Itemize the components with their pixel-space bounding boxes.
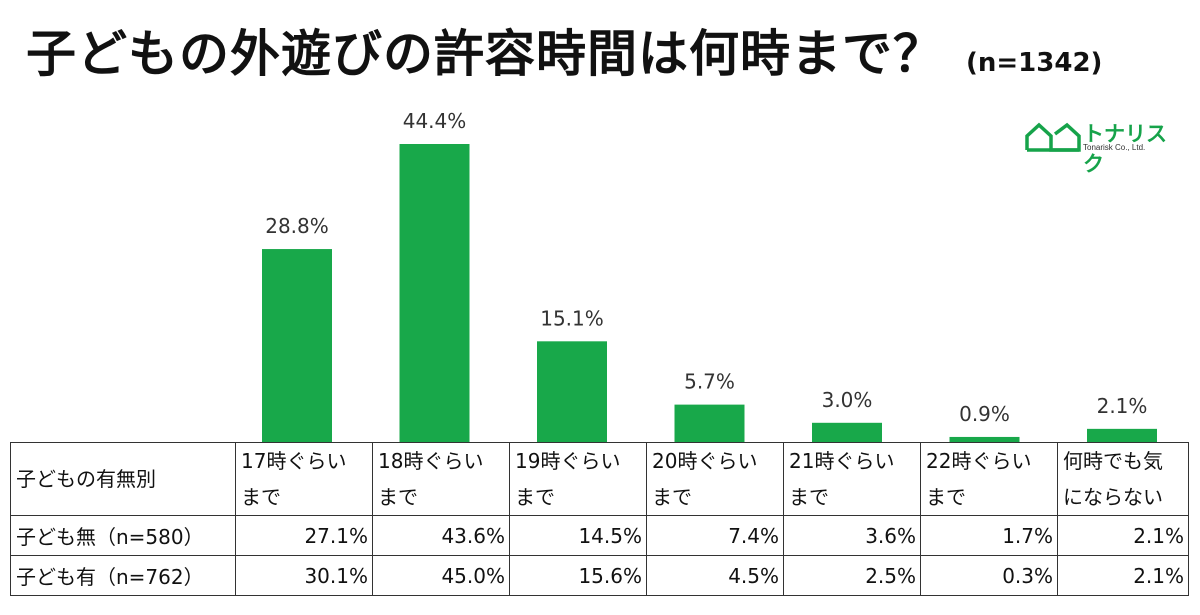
- table-col-header: 17時ぐらい まで: [235, 442, 373, 516]
- table-cell: 30.1%: [235, 555, 373, 596]
- col-header-line: まで: [378, 485, 418, 509]
- table-col-header: 20時ぐらい まで: [646, 442, 784, 516]
- col-header-line: まで: [241, 485, 281, 509]
- col-header-line: 18時ぐらい: [378, 449, 484, 473]
- table-row: 子ども無（n=580） 27.1% 43.6% 14.5% 7.4% 3.6% …: [10, 515, 1189, 556]
- table-cell: 14.5%: [509, 515, 647, 556]
- bar-value-label: 15.1%: [540, 306, 604, 330]
- table-cell: 2.1%: [1057, 555, 1189, 596]
- sample-size: (n=1342): [966, 48, 1103, 78]
- table-col-header: 19時ぐらい まで: [509, 442, 647, 516]
- col-header-line: 何時でも気: [1063, 449, 1163, 473]
- row-label: 子ども無（n=580）: [10, 515, 236, 556]
- col-header-line: 20時ぐらい: [652, 449, 758, 473]
- bar-value-label: 44.4%: [403, 109, 467, 133]
- col-header-line: にならない: [1063, 485, 1163, 509]
- company-logo: トナリスク Tonarisk Co., Ltd.: [1025, 118, 1175, 176]
- table-col-header: 何時でも気にならない: [1057, 442, 1189, 516]
- bar-value-label: 3.0%: [822, 388, 873, 412]
- bar: [399, 144, 470, 443]
- logo-name: トナリスク: [1083, 122, 1167, 176]
- table-col-header: 22時ぐらい まで: [920, 442, 1058, 516]
- table-cell: 15.6%: [509, 555, 647, 596]
- col-header-line: まで: [515, 485, 555, 509]
- bar-chart: 28.8% 44.4% 15.1% 5.7% 3.0% 0.9% 2.1%: [262, 109, 1157, 443]
- logo-subtitle: Tonarisk Co., Ltd.: [1083, 143, 1146, 152]
- table-row: 子ども有（n=762） 30.1% 45.0% 15.6% 4.5% 2.5% …: [10, 555, 1189, 596]
- col-header-line: 21時ぐらい: [789, 449, 895, 473]
- row-label: 子ども有（n=762）: [10, 555, 236, 596]
- table-col-header: 18時ぐらい まで: [372, 442, 510, 516]
- table-cell: 4.5%: [646, 555, 784, 596]
- bar: [1087, 428, 1157, 443]
- table-cell: 45.0%: [372, 555, 510, 596]
- house-outline-icon: [1025, 122, 1081, 152]
- bar: [537, 341, 607, 443]
- bar: [812, 422, 882, 443]
- breakdown-table: 子どもの有無別 17時ぐらい まで 18時ぐらい まで 19時ぐらい まで 20時ぐら…: [10, 442, 1189, 596]
- table-col-header: 21時ぐらい まで: [783, 442, 921, 516]
- col-header-line: 22時ぐらい: [926, 449, 1032, 473]
- bar-value-label: 2.1%: [1097, 394, 1148, 418]
- col-header-line: 19時ぐらい: [515, 449, 621, 473]
- table-cell: 1.7%: [920, 515, 1058, 556]
- col-header-line: 17時ぐらい: [241, 449, 347, 473]
- table-cell: 27.1%: [235, 515, 373, 556]
- table-cell: 3.6%: [783, 515, 921, 556]
- col-header-line: まで: [789, 485, 829, 509]
- bar-value-label: 5.7%: [684, 370, 735, 394]
- bar: [674, 404, 745, 443]
- col-header-line: まで: [926, 485, 966, 509]
- bar-value-label: 28.8%: [265, 214, 329, 238]
- table-header-row: 子どもの有無別 17時ぐらい まで 18時ぐらい まで 19時ぐらい まで 20時ぐら…: [10, 442, 1189, 516]
- table-corner-label: 子どもの有無別: [10, 442, 236, 516]
- bar: [262, 249, 332, 443]
- bar: [949, 436, 1020, 443]
- table-cell: 43.6%: [372, 515, 510, 556]
- chart-title: 子どもの外遊びの許容時間は何時まで？: [26, 25, 944, 83]
- col-header-line: まで: [652, 485, 692, 509]
- table-cell: 0.3%: [920, 555, 1058, 596]
- table-cell: 7.4%: [646, 515, 784, 556]
- title-row: 子どもの外遊びの許容時間は何時まで？ (n=1342): [26, 14, 1102, 104]
- table-cell: 2.5%: [783, 555, 921, 596]
- bar-value-label: 0.9%: [959, 402, 1010, 426]
- table-cell: 2.1%: [1057, 515, 1189, 556]
